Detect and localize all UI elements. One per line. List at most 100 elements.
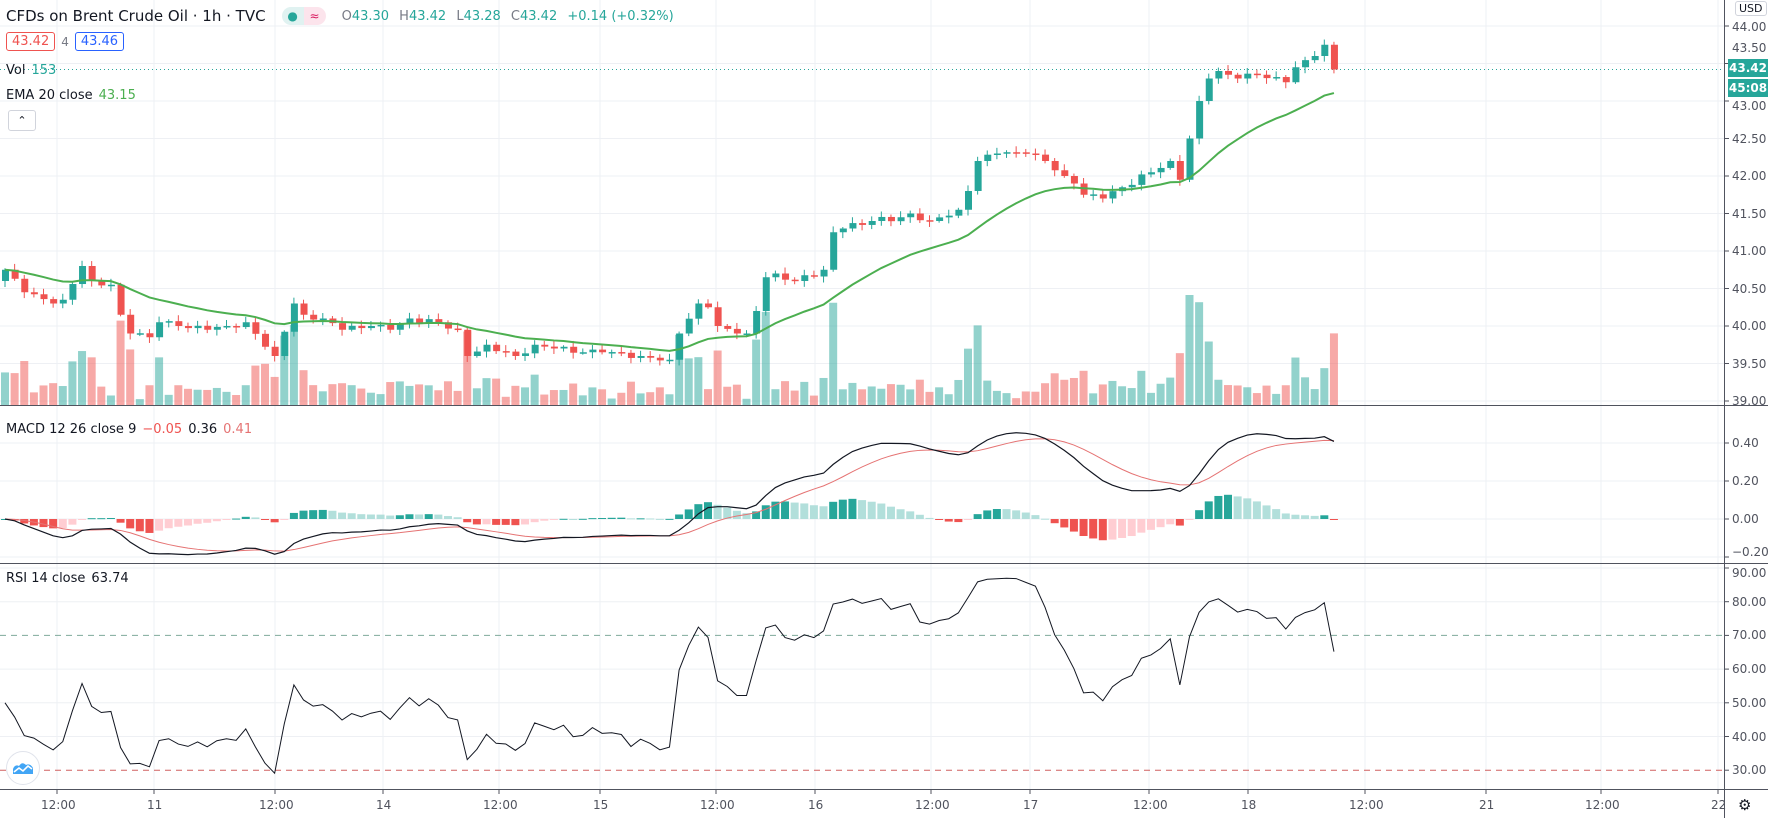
macd-histogram-bar — [1079, 519, 1088, 537]
macd-histogram-bar — [521, 519, 530, 525]
low-value: 43.28 — [463, 8, 501, 24]
sell-button[interactable]: 43.42 — [6, 32, 56, 51]
macd-histogram-bar — [771, 501, 780, 519]
candle-body — [262, 333, 270, 347]
volume-bar — [1021, 391, 1030, 405]
price-axis-label: 43.00 — [1732, 99, 1767, 113]
macd-histogram-bar — [636, 518, 645, 520]
price-axis-label: 40.50 — [1732, 281, 1767, 296]
candle-body — [984, 154, 992, 161]
close-label: C — [510, 8, 520, 24]
volume-bar — [964, 348, 972, 405]
symbol-title[interactable]: CFDs on Brent Crude Oil · 1h · TVC — [6, 7, 266, 25]
macd-histogram-bar — [800, 503, 809, 519]
volume-bar — [434, 390, 443, 405]
volume-bar — [1252, 393, 1261, 405]
macd-histogram-bar — [1310, 515, 1319, 519]
macd-histogram-bar — [973, 514, 982, 519]
candle-body — [512, 351, 520, 356]
candle-body — [1013, 152, 1021, 154]
macd-histogram-bar — [1166, 519, 1175, 525]
candle-body — [618, 352, 626, 354]
volume-bar — [482, 378, 491, 405]
volume-bar — [983, 380, 992, 405]
macd-histogram-bar — [280, 519, 289, 520]
macd-histogram-bar — [1146, 519, 1155, 530]
macd-histogram-bar — [598, 518, 607, 520]
volume-bar — [1310, 389, 1319, 405]
macd-histogram-bar — [781, 501, 790, 519]
volume-bar — [1166, 377, 1175, 405]
volume-bar — [867, 386, 876, 405]
macd-histogram-bar — [434, 514, 443, 519]
volume-bar — [78, 351, 87, 405]
candle-body — [300, 303, 308, 315]
time-axis-label: 16 — [808, 798, 824, 812]
volume-bar — [299, 370, 308, 405]
candle-body — [1234, 74, 1242, 79]
status-pill[interactable]: ● ≈ — [281, 7, 326, 25]
macd-histogram-bar — [1108, 519, 1117, 540]
macd-histogram-bar — [232, 518, 241, 520]
candle-body — [1147, 172, 1155, 175]
volume-bar — [193, 389, 202, 405]
candle-body — [1302, 60, 1310, 68]
macd-histogram-bar — [829, 501, 838, 519]
volume-bar — [569, 383, 578, 405]
macd-histogram-bar — [607, 517, 616, 519]
macd-legend[interactable]: MACD 12 26 close 9 −0.05 0.36 0.41 — [6, 422, 252, 437]
ema-value: 43.15 — [98, 88, 136, 103]
macd-histogram-bar — [145, 519, 154, 533]
macd-histogram-bar — [838, 499, 847, 519]
candle-body — [1263, 74, 1271, 79]
candle-body — [165, 321, 173, 323]
macd-histogram-bar — [318, 509, 327, 519]
macd-histogram-bar — [443, 516, 452, 519]
ema-legend[interactable]: EMA 20 close 43.15 — [6, 88, 136, 103]
rsi-axis-label: 60.00 — [1732, 662, 1767, 677]
collapse-legend-button[interactable]: ⌃ — [8, 110, 36, 131]
macd-histogram-bar — [877, 503, 886, 519]
volume-bar — [858, 389, 867, 405]
candle-body — [88, 266, 96, 281]
volume-value: 153 — [31, 63, 57, 78]
buy-button[interactable]: 43.46 — [74, 32, 125, 51]
macd-histogram-bar — [78, 519, 87, 520]
macd-histogram-bar — [530, 519, 539, 523]
macd-histogram-bar — [1137, 519, 1146, 533]
candle-body — [406, 318, 414, 324]
candle-body — [1070, 176, 1078, 184]
candle-body — [1032, 153, 1040, 155]
candle-body — [367, 326, 375, 329]
volume-bar — [781, 381, 790, 405]
volume-bar — [395, 381, 404, 405]
time-axis-label: 14 — [376, 798, 392, 812]
macd-histogram-bar — [1069, 519, 1078, 532]
trade-buttons: 43.42 4 43.46 — [6, 32, 125, 51]
volume-legend[interactable]: Vol 153 — [6, 63, 56, 78]
macd-histogram-bar — [183, 519, 192, 526]
candle-body — [40, 294, 48, 300]
macd-histogram-bar — [617, 517, 626, 519]
macd-histogram-bar — [1329, 519, 1338, 520]
rsi-legend[interactable]: RSI 14 close 63.74 — [6, 571, 129, 586]
volume-bar — [1041, 383, 1050, 405]
price-axis-label: 42.00 — [1732, 169, 1767, 183]
settings-gear-icon[interactable]: ⚙ — [1738, 796, 1752, 814]
macd-histogram-bar — [328, 510, 337, 519]
macd-signal-value: 0.41 — [223, 422, 253, 437]
volume-bar — [886, 384, 895, 405]
macd-histogram-bar — [126, 519, 135, 529]
time-axis-label: 12:00 — [700, 798, 735, 812]
volume-bar — [1108, 380, 1117, 405]
volume-bar — [1002, 393, 1011, 405]
tradingview-logo-icon[interactable] — [6, 751, 40, 785]
high-label: H — [399, 8, 409, 24]
currency-button[interactable]: USD — [1735, 1, 1767, 16]
volume-bar — [790, 390, 799, 405]
macd-histogram-bar — [925, 517, 934, 519]
macd-histogram-bar — [472, 519, 481, 525]
macd-histogram-bar — [261, 519, 270, 520]
candle-body — [473, 351, 481, 356]
